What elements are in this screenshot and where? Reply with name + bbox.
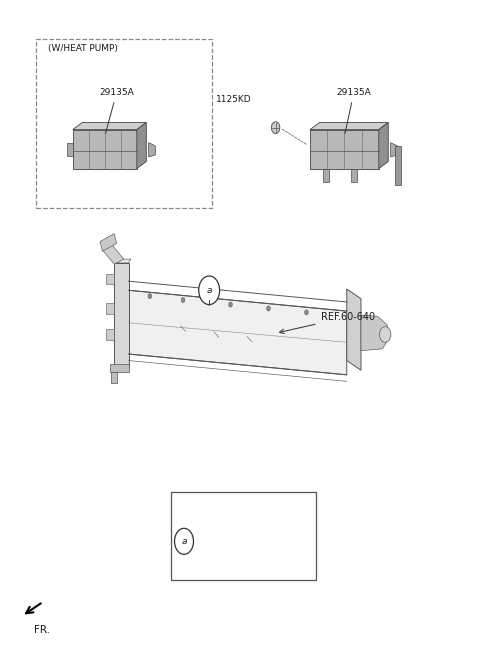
Polygon shape — [245, 556, 249, 567]
Text: 29135A: 29135A — [336, 88, 371, 133]
Polygon shape — [395, 146, 401, 185]
Circle shape — [181, 297, 185, 302]
Polygon shape — [347, 289, 361, 370]
Polygon shape — [310, 123, 388, 130]
Polygon shape — [114, 263, 129, 367]
Circle shape — [304, 310, 308, 315]
Polygon shape — [109, 364, 129, 372]
Bar — [187, 562, 201, 569]
Circle shape — [266, 306, 270, 311]
Polygon shape — [129, 290, 347, 375]
Polygon shape — [239, 557, 243, 566]
Polygon shape — [114, 259, 131, 263]
Text: 29135A: 29135A — [99, 88, 134, 133]
Polygon shape — [149, 142, 156, 157]
Circle shape — [175, 528, 193, 554]
Polygon shape — [310, 130, 379, 169]
Polygon shape — [243, 544, 249, 553]
Text: a: a — [181, 537, 187, 546]
Polygon shape — [100, 234, 117, 251]
Circle shape — [240, 550, 248, 561]
Polygon shape — [106, 329, 114, 340]
Polygon shape — [238, 544, 242, 554]
Polygon shape — [106, 303, 114, 314]
Polygon shape — [324, 169, 329, 182]
Text: !: ! — [192, 554, 195, 560]
Circle shape — [287, 537, 296, 549]
Polygon shape — [111, 372, 117, 383]
Text: FR.: FR. — [34, 625, 49, 635]
Polygon shape — [379, 123, 388, 169]
Polygon shape — [234, 554, 242, 558]
Circle shape — [271, 122, 280, 134]
Polygon shape — [186, 546, 202, 561]
Polygon shape — [137, 123, 146, 169]
Text: a: a — [206, 286, 212, 295]
Bar — [36, 39, 212, 208]
Circle shape — [380, 327, 391, 342]
Polygon shape — [73, 123, 146, 130]
Circle shape — [228, 302, 232, 307]
Text: A: A — [190, 563, 193, 568]
Circle shape — [148, 293, 152, 298]
Polygon shape — [67, 142, 73, 155]
Text: (W/HEAT PUMP): (W/HEAT PUMP) — [48, 44, 118, 52]
Bar — [171, 492, 316, 580]
Circle shape — [199, 276, 219, 304]
Text: 1125KD: 1125KD — [216, 94, 252, 104]
Polygon shape — [361, 315, 389, 351]
Text: 25388L: 25388L — [202, 537, 241, 546]
Polygon shape — [102, 245, 124, 264]
Polygon shape — [106, 274, 114, 285]
Polygon shape — [73, 130, 137, 169]
Text: REF.60-640: REF.60-640 — [279, 312, 375, 333]
Polygon shape — [351, 169, 357, 182]
Polygon shape — [391, 142, 397, 157]
Circle shape — [232, 539, 255, 571]
Polygon shape — [245, 553, 253, 556]
